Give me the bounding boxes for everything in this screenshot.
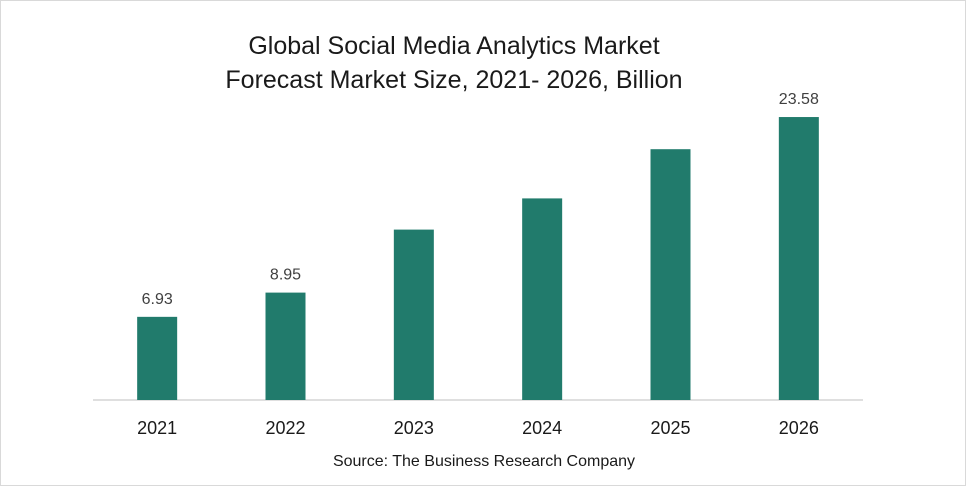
bar-2025 — [650, 149, 691, 400]
data-label-2026: 23.58 — [779, 91, 819, 108]
chart-subtitle: Forecast Market Size, 2021- 2026, Billio… — [225, 66, 683, 94]
data-label-2021: 6.93 — [142, 291, 173, 308]
bar-2026 — [778, 117, 819, 400]
x-tick-label-2021: 2021 — [137, 418, 177, 438]
x-tick-label-2026: 2026 — [779, 418, 819, 438]
x-tick-label-2023: 2023 — [394, 418, 434, 438]
bar-2023 — [393, 229, 434, 400]
x-tick-label-2022: 2022 — [265, 418, 305, 438]
source-note: Source: The Business Research Company — [332, 453, 636, 470]
bar-2024 — [522, 198, 563, 400]
x-tick-label-2024: 2024 — [522, 418, 562, 438]
data-label-2022: 8.95 — [270, 267, 301, 284]
bar-2022 — [265, 292, 306, 400]
bar-2021 — [137, 316, 178, 400]
chart-title: Global Social Media Analytics Market — [248, 32, 660, 60]
x-tick-label-2025: 2025 — [650, 418, 690, 438]
